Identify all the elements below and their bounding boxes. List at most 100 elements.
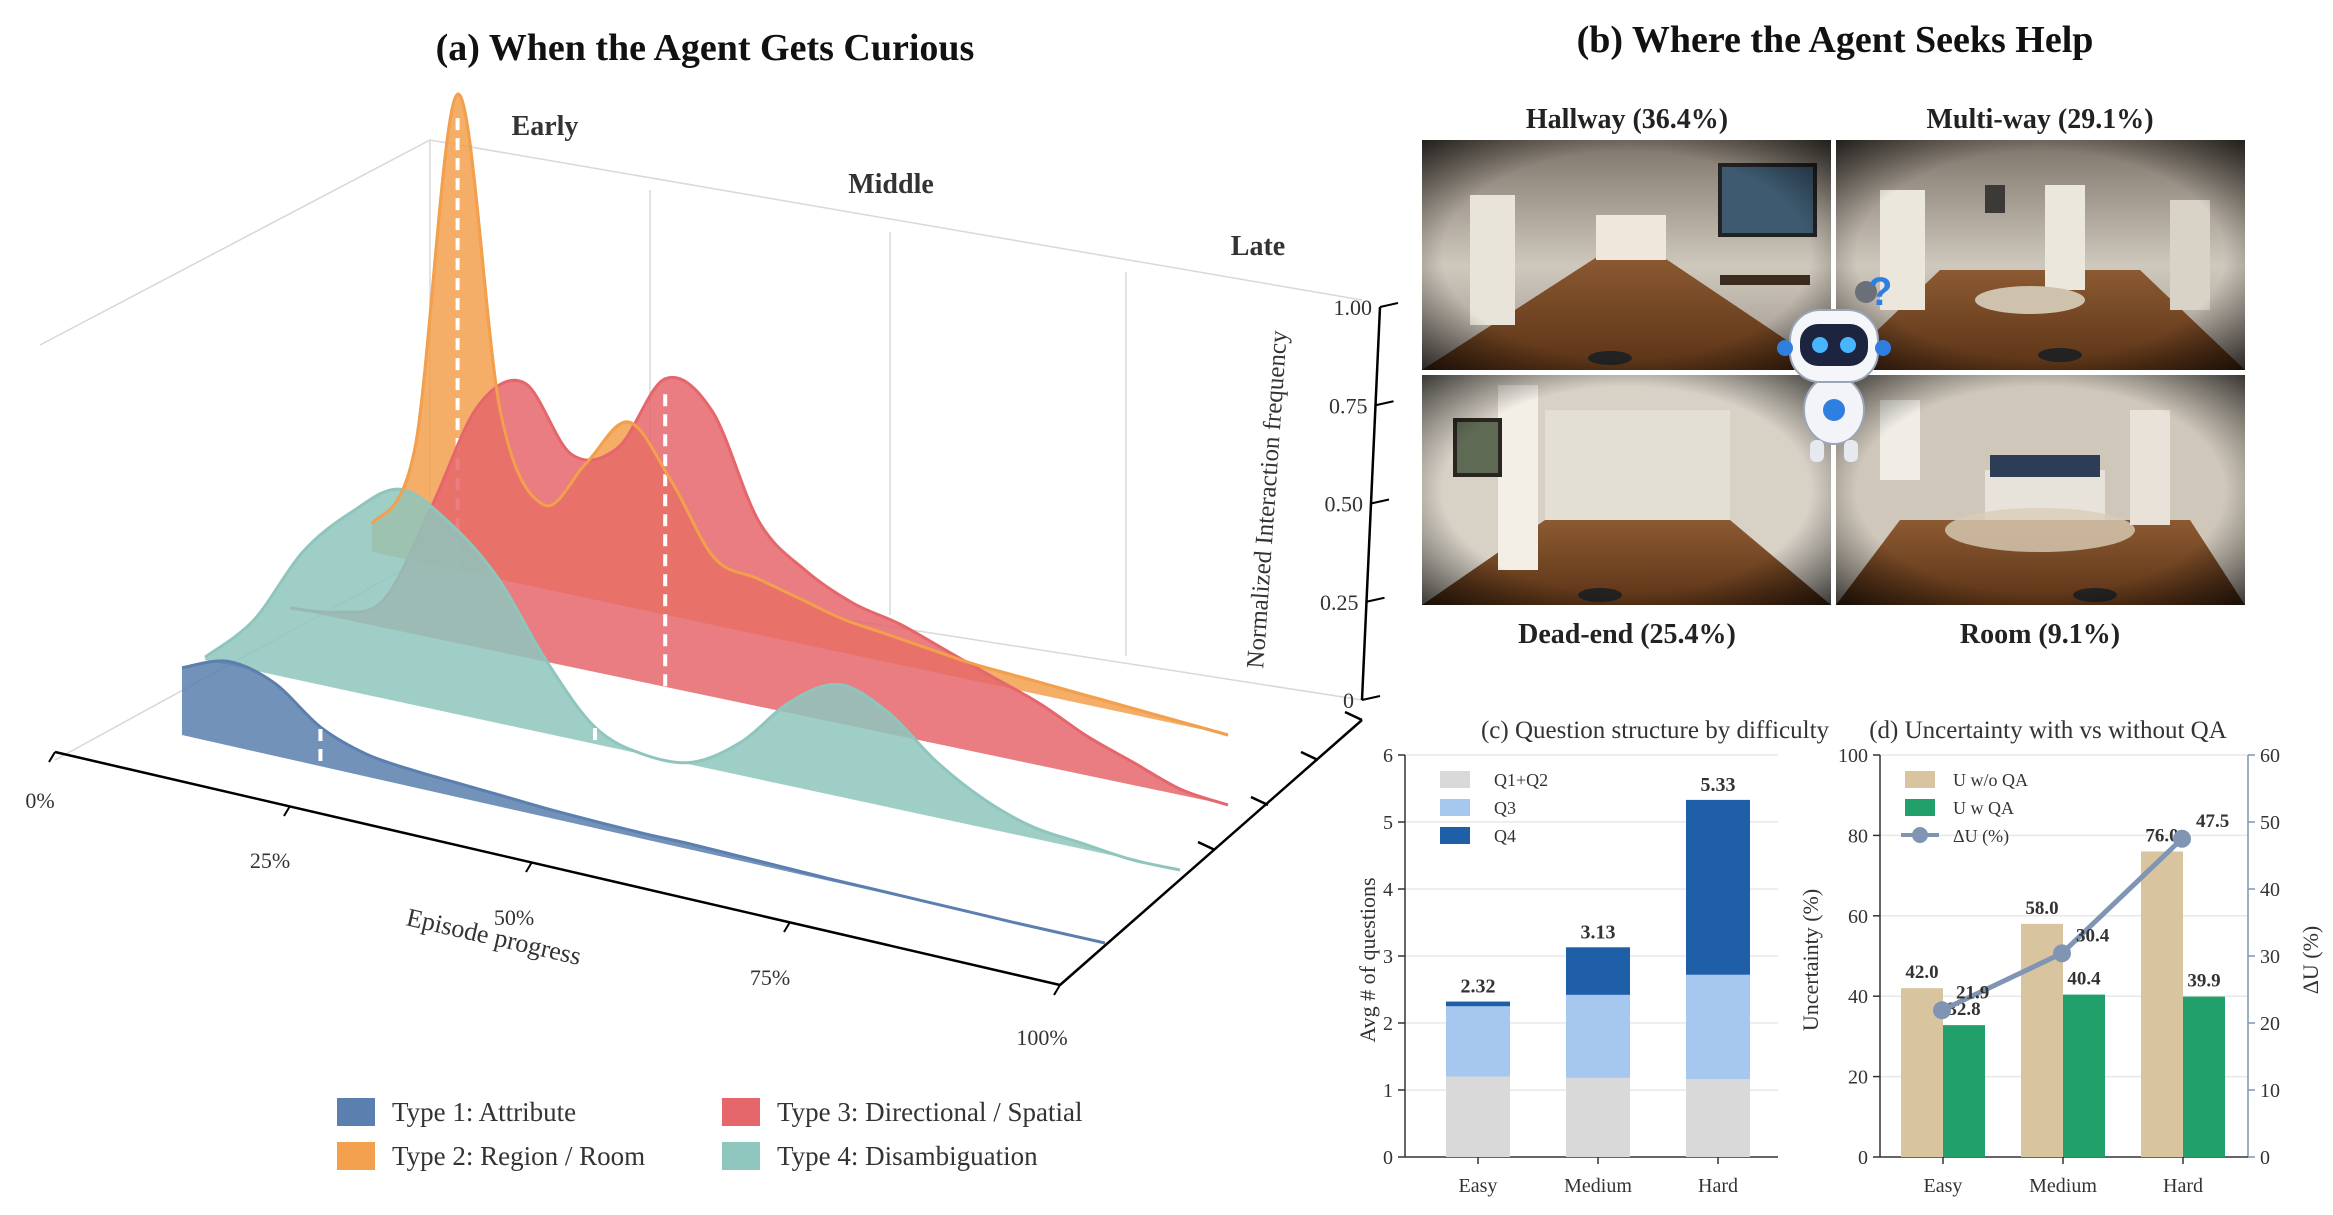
- panel-d-ylabel: Uncertainty (%): [1798, 889, 1823, 1031]
- point-delta-u: [1933, 1001, 1951, 1020]
- x-tick-mark: [48, 751, 56, 763]
- bar-u-wo-qa-hard: [2141, 851, 2183, 1157]
- ridge-area-type-1-attribute: [182, 660, 1105, 943]
- y-tick-label: 60: [1848, 906, 1868, 928]
- y2-tick-label: 0: [2260, 1147, 2270, 1169]
- ridge-line-overlay-type-2: [370, 92, 1229, 737]
- legend-label: Q4: [1494, 826, 1516, 846]
- bar-q4-medium: [1566, 947, 1630, 995]
- x-tick-mark: [525, 861, 533, 873]
- x-tick-mark: [283, 805, 291, 817]
- legend-swatch: [722, 1098, 760, 1126]
- y-tick-label: 5: [1383, 812, 1393, 834]
- legend-label: Type 4: Disambiguation: [777, 1141, 1038, 1171]
- z-tick-mark: [1370, 498, 1390, 505]
- bar-q1-q2-easy: [1446, 1076, 1510, 1157]
- value-label-u-w-qa: 40.4: [2067, 969, 2101, 990]
- y2-tick-label: 50: [2260, 812, 2280, 834]
- legend-swatch: [1905, 799, 1935, 816]
- x-tick-label: Hard: [2163, 1175, 2203, 1197]
- panel-d-title: (d) Uncertainty with vs without QA: [1869, 717, 2227, 744]
- bar-q1-q2-hard: [1686, 1079, 1750, 1157]
- ridge-area-type-4-disambiguation: [205, 489, 1180, 870]
- value-label-u-wo-qa: 42.0: [1905, 962, 1938, 983]
- legend-item-type-2-region-room: Type 2: Region / Room: [337, 1141, 645, 1171]
- x-tick-label: Easy: [1459, 1175, 1498, 1197]
- stage-label-late: Late: [1231, 231, 1285, 262]
- z-tick-mark: [1379, 302, 1399, 308]
- z-axis: 0 0.25 0.50 0.75 1.00 Normalized Interaction…: [1242, 295, 1399, 713]
- legend-swatch: [1440, 799, 1470, 816]
- legend-label: Type 2: Region / Room: [392, 1141, 645, 1171]
- depth-axis: [1059, 710, 1363, 986]
- ridge-line-type-4-disambiguation: [204, 487, 1181, 872]
- y-tick-label: 80: [1848, 825, 1868, 847]
- bar-q3-medium: [1566, 994, 1630, 1078]
- legend-swatch: [1905, 771, 1935, 788]
- y-tick-label: 100: [1838, 745, 1868, 767]
- legend-label: U w QA: [1953, 798, 2014, 818]
- x-tick-label: 25%: [250, 848, 290, 873]
- y2-tick-label: 40: [2260, 879, 2280, 901]
- legend-label: Type 3: Directional / Spatial: [777, 1097, 1083, 1127]
- bar-q4-hard: [1686, 799, 1750, 975]
- panel-b-title: (b) Where the Agent Seeks Help: [1577, 19, 2094, 61]
- dead-end-photo: [1422, 375, 1831, 605]
- panel-c: (c) Question structure by difficulty Avg…: [1355, 717, 1830, 1197]
- point-delta-u: [2053, 944, 2071, 963]
- panel-c-title: (c) Question structure by difficulty: [1481, 717, 1830, 744]
- z-tick-label: 1.00: [1334, 295, 1373, 320]
- y2-tick-label: 20: [2260, 1013, 2280, 1035]
- value-label-delta-u: 21.9: [1956, 982, 1989, 1003]
- robot-question-icon: ?: [1777, 270, 1892, 462]
- bar-q3-hard: [1686, 974, 1750, 1080]
- z-tick-label: 0.25: [1320, 590, 1359, 615]
- ridge-line-type-3-directional-spatial: [289, 376, 1229, 807]
- total-label: 2.32: [1461, 976, 1496, 998]
- panel-a: (a) When the Agent Gets Curious Early Mi…: [25, 27, 1399, 1171]
- legend-swatch: [722, 1142, 760, 1170]
- svg-text:?: ?: [1868, 270, 1892, 314]
- value-label-u-w-qa: 39.9: [2187, 971, 2220, 992]
- legend-swatch: [337, 1098, 375, 1126]
- x-tick-label: 100%: [1016, 1025, 1067, 1050]
- y-tick-label: 6: [1383, 745, 1393, 767]
- hallway-photo: [1422, 140, 1831, 370]
- x-tick-label: Medium: [1564, 1175, 1632, 1197]
- y-tick-label: 1: [1383, 1080, 1393, 1102]
- panel-d-y2label: ΔU (%): [2298, 926, 2323, 995]
- panel-c-ylabel: Avg # of questions: [1355, 877, 1380, 1042]
- room-photo: [1836, 375, 2245, 605]
- bar-q1-q2-medium: [1566, 1077, 1630, 1157]
- z-axis-label: Normalized Interaction frequency: [1242, 329, 1293, 669]
- x-tick-mark: [783, 921, 791, 933]
- x-tick-label: 0%: [25, 788, 54, 813]
- bar-q3-easy: [1446, 1006, 1510, 1077]
- z-tick-label: 0: [1343, 688, 1354, 713]
- value-label-delta-u: 47.5: [2196, 811, 2229, 832]
- legend-item-type-4-disambiguation: Type 4: Disambiguation: [722, 1141, 1038, 1171]
- y-tick-label: 0: [1858, 1147, 1868, 1169]
- x-tick-mark: [1053, 984, 1061, 996]
- ridge-type-4-disambiguation: [204, 487, 1181, 872]
- location-title-multiway: Multi-way (29.1%): [1926, 104, 2153, 135]
- y-tick-label: 0: [1383, 1147, 1393, 1169]
- location-title-deadend: Dead-end (25.4%): [1518, 619, 1736, 650]
- legend-label: Type 1: Attribute: [392, 1097, 576, 1127]
- z-tick-label: 0.75: [1329, 393, 1368, 418]
- location-title-hallway: Hallway (36.4%): [1526, 104, 1728, 135]
- legend-a: Type 1: Attribute Type 2: Region / Room Ty…: [337, 1097, 1083, 1171]
- y2-tick-label: 60: [2260, 745, 2280, 767]
- ridge-type-1-attribute: [181, 659, 1106, 945]
- y-tick-label: 4: [1383, 879, 1393, 901]
- multi-way-photo: [1836, 140, 2245, 370]
- z-tick-mark: [1375, 400, 1394, 407]
- y2-tick-label: 10: [2260, 1080, 2280, 1102]
- legend-marker: [1912, 827, 1928, 843]
- value-label-u-wo-qa: 76.0: [2145, 825, 2178, 846]
- y2-tick-label: 30: [2260, 946, 2280, 968]
- legend-item-type-3-directional-spatial: Type 3: Directional / Spatial: [722, 1097, 1083, 1127]
- legend-swatch: [1440, 771, 1470, 788]
- value-label-u-wo-qa: 58.0: [2025, 898, 2058, 919]
- legend-swatch: [1440, 827, 1470, 844]
